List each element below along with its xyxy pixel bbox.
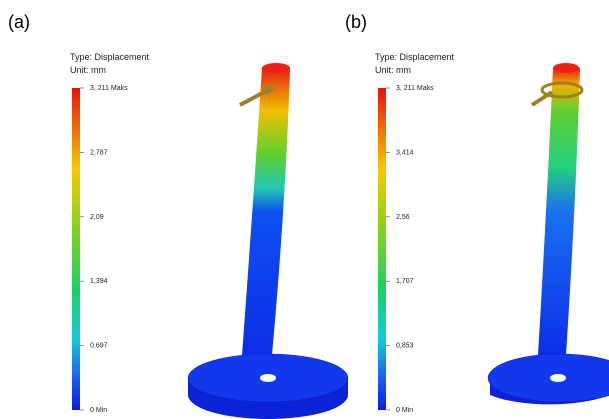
color-bar [72,88,80,410]
legend-tick: 2,56 [396,214,410,221]
legend-tick: 3,414 [396,149,414,156]
model [188,63,348,419]
legend-type: Type: Displacement [70,52,150,62]
legend-unit: Unit: mm [375,65,411,75]
legend-tick: 1,394 [90,278,108,285]
legend-tick: 3, 211 Maks [90,85,128,92]
legend-tick: 3, 211 Maks [396,85,434,92]
panel-label: (a) [8,12,30,32]
panel-label: (b) [345,12,367,32]
legend-tick: 2,787 [90,149,108,156]
legend-unit: Unit: mm [70,65,106,75]
legend-tick: 2,09 [90,214,104,221]
legend-type: Type: Displacement [375,52,455,62]
figure: (a) Type: Displacement Unit: mm (b) Type… [0,0,609,419]
legend-tick: 0,697 [90,343,108,350]
color-bar [378,88,386,410]
legend-tick: 0 Min [90,407,107,414]
legend-tick: 1,707 [396,278,414,285]
legend-tick: 0 Min [396,407,413,414]
model [488,63,609,404]
legend-tick: 0,853 [396,343,414,350]
